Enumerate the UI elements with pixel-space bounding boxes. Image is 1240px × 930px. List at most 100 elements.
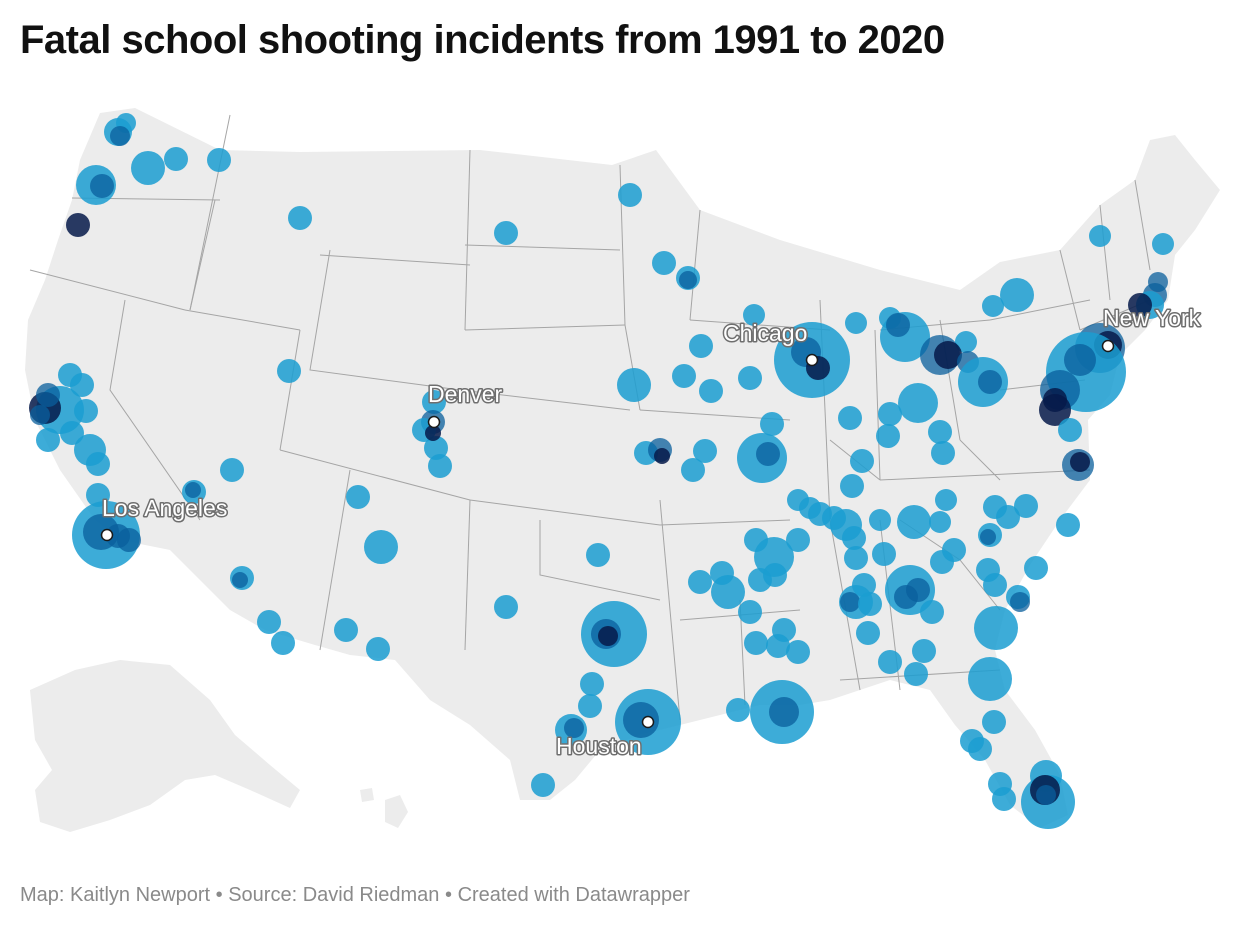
incident-bubble[interactable] (36, 383, 60, 407)
incident-bubble[interactable] (185, 482, 201, 498)
incident-bubble[interactable] (1036, 785, 1056, 805)
incident-bubble[interactable] (428, 454, 452, 478)
incident-bubble[interactable] (760, 412, 784, 436)
incident-bubble[interactable] (983, 573, 1007, 597)
incident-bubble[interactable] (786, 640, 810, 664)
incident-bubble[interactable] (869, 509, 891, 531)
incident-bubble[interactable] (74, 399, 98, 423)
incident-bubble[interactable] (494, 595, 518, 619)
incident-bubble[interactable] (876, 424, 900, 448)
incident-bubble[interactable] (878, 650, 902, 674)
incident-bubble[interactable] (930, 550, 954, 574)
incident-bubble[interactable] (207, 148, 231, 172)
incident-bubble[interactable] (277, 359, 301, 383)
incident-bubble[interactable] (872, 542, 896, 566)
incident-bubble[interactable] (1070, 452, 1090, 472)
incident-bubble[interactable] (90, 174, 114, 198)
incident-bubble[interactable] (766, 634, 790, 658)
created-with-link[interactable]: Created with Datawrapper (457, 884, 690, 906)
incident-bubble[interactable] (654, 448, 670, 464)
incident-bubble[interactable] (288, 206, 312, 230)
incident-bubble[interactable] (1128, 293, 1152, 317)
incident-bubble[interactable] (711, 575, 745, 609)
incident-bubble[interactable] (968, 737, 992, 761)
incident-bubble[interactable] (60, 421, 84, 445)
incident-bubble[interactable] (1058, 418, 1082, 442)
incident-bubble[interactable] (845, 312, 867, 334)
incident-bubble[interactable] (974, 606, 1018, 650)
incident-bubble[interactable] (754, 537, 794, 577)
incident-bubble[interactable] (769, 697, 799, 727)
incident-bubble[interactable] (850, 449, 874, 473)
incident-bubble[interactable] (982, 295, 1004, 317)
incident-bubble[interactable] (86, 483, 110, 507)
incident-bubble[interactable] (1056, 513, 1080, 537)
incident-bubble[interactable] (1014, 494, 1038, 518)
incident-bubble[interactable] (912, 639, 936, 663)
incident-bubble[interactable] (689, 334, 713, 358)
incident-bubble[interactable] (858, 592, 882, 616)
incident-bubble[interactable] (688, 570, 712, 594)
incident-bubble[interactable] (117, 528, 141, 552)
incident-bubble[interactable] (992, 787, 1016, 811)
incident-bubble[interactable] (220, 458, 244, 482)
incident-bubble[interactable] (955, 331, 977, 353)
incident-bubble[interactable] (257, 610, 281, 634)
incident-bubble[interactable] (1039, 394, 1071, 426)
incident-bubble[interactable] (618, 183, 642, 207)
incident-bubble[interactable] (564, 718, 584, 738)
incident-bubble[interactable] (897, 505, 931, 539)
incident-bubble[interactable] (1152, 233, 1174, 255)
incident-bubble[interactable] (66, 213, 90, 237)
incident-bubble[interactable] (738, 366, 762, 390)
incident-bubble[interactable] (70, 373, 94, 397)
incident-bubble[interactable] (931, 441, 955, 465)
incident-bubble[interactable] (232, 572, 248, 588)
incident-bubble[interactable] (840, 474, 864, 498)
incident-bubble[interactable] (580, 672, 604, 696)
incident-bubble[interactable] (844, 546, 868, 570)
incident-bubble[interactable] (898, 383, 938, 423)
incident-bubble[interactable] (935, 489, 957, 511)
incident-bubble[interactable] (878, 402, 902, 426)
incident-bubble[interactable] (1089, 225, 1111, 247)
incident-bubble[interactable] (422, 390, 446, 414)
incident-bubble[interactable] (1064, 344, 1096, 376)
incident-bubble[interactable] (131, 151, 165, 185)
incident-bubble[interactable] (786, 528, 810, 552)
incident-bubble[interactable] (679, 271, 697, 289)
incident-bubble[interactable] (1010, 592, 1030, 612)
incident-bubble[interactable] (681, 458, 705, 482)
incident-bubble[interactable] (838, 406, 862, 430)
incident-bubble[interactable] (494, 221, 518, 245)
incident-bubble[interactable] (366, 637, 390, 661)
incident-bubble[interactable] (30, 405, 50, 425)
incident-bubble[interactable] (920, 600, 944, 624)
incident-bubble[interactable] (424, 436, 448, 460)
incident-bubble[interactable] (978, 370, 1002, 394)
incident-bubble[interactable] (425, 425, 441, 441)
incident-bubble[interactable] (856, 621, 880, 645)
incident-bubble[interactable] (271, 631, 295, 655)
incident-bubble[interactable] (652, 251, 676, 275)
incident-bubble[interactable] (334, 618, 358, 642)
incident-bubble[interactable] (980, 529, 996, 545)
incident-bubble[interactable] (531, 773, 555, 797)
incident-bubble[interactable] (968, 657, 1012, 701)
incident-bubble[interactable] (699, 379, 723, 403)
incident-bubble[interactable] (1000, 278, 1034, 312)
incident-bubble[interactable] (578, 694, 602, 718)
incident-bubble[interactable] (928, 420, 952, 444)
incident-bubble[interactable] (623, 702, 659, 738)
incident-bubble[interactable] (743, 304, 765, 326)
incident-bubble[interactable] (904, 662, 928, 686)
incident-bubble[interactable] (929, 511, 951, 533)
incident-bubble[interactable] (86, 452, 110, 476)
incident-bubble[interactable] (726, 698, 750, 722)
incident-bubble[interactable] (346, 485, 370, 509)
incident-bubble[interactable] (738, 600, 762, 624)
incident-bubble[interactable] (36, 428, 60, 452)
incident-bubble[interactable] (744, 631, 768, 655)
incident-bubble[interactable] (598, 626, 618, 646)
